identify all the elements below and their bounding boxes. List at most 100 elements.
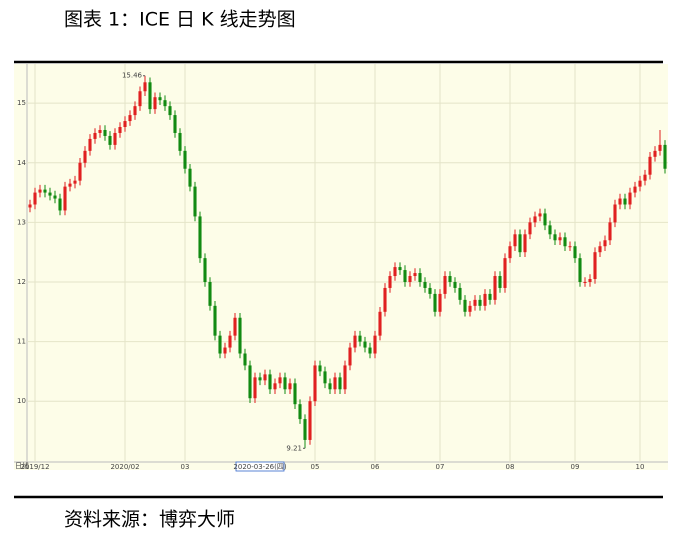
- candle-body: [318, 365, 322, 372]
- candle-body: [398, 267, 402, 271]
- candle-body: [258, 377, 262, 381]
- x-tick-label: 2019/12: [20, 463, 49, 471]
- candle-body: [238, 317, 242, 354]
- candle-body: [33, 192, 37, 205]
- candle-body: [493, 276, 497, 300]
- x-tick-label: 07: [436, 463, 445, 471]
- candle-body: [38, 189, 42, 193]
- candle-body: [353, 335, 357, 348]
- candle-body: [53, 195, 57, 199]
- candle-body: [563, 237, 567, 247]
- candle-body: [143, 82, 147, 92]
- candle-body: [288, 383, 292, 390]
- candle-body: [413, 273, 417, 277]
- candle-body: [208, 281, 212, 306]
- candle-body: [183, 150, 187, 169]
- x-tick-label: 10: [636, 463, 645, 471]
- candle-body: [463, 299, 467, 312]
- candle-body: [73, 180, 77, 184]
- candle-body: [268, 374, 272, 390]
- page-title: 图表 1：ICE 日 K 线走势图: [64, 9, 296, 31]
- candle-body: [598, 246, 602, 253]
- x-tick-label: 08: [506, 463, 515, 471]
- candle-body: [263, 374, 267, 381]
- candle-body: [613, 204, 617, 223]
- candle-body: [178, 132, 182, 151]
- candle-body: [313, 365, 317, 402]
- candle-body: [623, 198, 627, 205]
- candle-body: [278, 377, 282, 384]
- candle-body: [633, 186, 637, 193]
- candle-body: [153, 97, 157, 110]
- candle-body: [173, 115, 177, 133]
- candle-body: [253, 377, 257, 399]
- candle-body: [408, 276, 412, 282]
- candle-body: [43, 189, 47, 193]
- candle-body: [298, 404, 302, 420]
- candle-body: [648, 156, 652, 175]
- candle-body: [28, 204, 32, 208]
- x-tick-label: 05: [311, 463, 320, 471]
- period-label: 日线: [15, 461, 29, 470]
- candle-body: [543, 213, 547, 226]
- candle-body: [428, 287, 432, 294]
- candle-body: [308, 401, 312, 440]
- candle-body: [218, 335, 222, 354]
- candle-body: [478, 299, 482, 306]
- candle-body: [108, 135, 112, 145]
- candle-body: [378, 311, 382, 336]
- candle-body: [603, 240, 607, 247]
- candle-body: [573, 246, 577, 259]
- candle-body: [88, 138, 92, 151]
- candle-body: [593, 252, 597, 280]
- candle-body: [158, 97, 162, 101]
- candle-body: [388, 276, 392, 288]
- candle-body: [558, 237, 562, 241]
- candle-body: [103, 129, 107, 136]
- candle-body: [533, 216, 537, 223]
- source-note: 资料来源：博弈大师: [64, 509, 235, 531]
- candle-body: [473, 299, 477, 306]
- candle-body: [83, 150, 87, 163]
- candle-body: [443, 276, 447, 294]
- candle-body: [168, 106, 172, 116]
- candle-body: [508, 246, 512, 259]
- candle-body: [498, 276, 502, 288]
- x-tick-label: 06: [371, 463, 380, 471]
- candle-body: [293, 383, 297, 405]
- candle-body: [228, 335, 232, 348]
- candle-body: [453, 281, 457, 288]
- candle-body: [548, 225, 552, 235]
- candle-body: [163, 100, 167, 107]
- candle-body: [343, 365, 347, 390]
- candle-body: [213, 305, 217, 336]
- candle-body: [323, 371, 327, 384]
- low-label: 9.21: [286, 444, 302, 452]
- candle-body: [523, 234, 527, 253]
- x-tick-label: 2020/02: [110, 463, 139, 471]
- candle-body: [243, 353, 247, 366]
- candle-body: [333, 377, 337, 390]
- candle-body: [628, 192, 632, 205]
- candle-body: [78, 162, 82, 181]
- candle-body: [68, 183, 72, 187]
- candle-body: [193, 186, 197, 217]
- candle-body: [373, 335, 377, 354]
- candle-body: [643, 174, 647, 181]
- candle-body: [583, 281, 587, 283]
- candle-body: [608, 222, 612, 241]
- candle-body: [148, 82, 152, 110]
- candle-body: [58, 198, 62, 211]
- candle-body: [338, 377, 342, 390]
- candle-body: [283, 377, 287, 390]
- candle-body: [93, 132, 97, 139]
- y-tick-label: 14: [17, 159, 26, 167]
- candle-body: [328, 383, 332, 390]
- candle-body: [48, 192, 52, 196]
- candle-body: [348, 347, 352, 366]
- crosshair-label-box: [235, 461, 285, 472]
- x-tick-label: 09: [571, 463, 580, 471]
- candle-body: [538, 213, 542, 217]
